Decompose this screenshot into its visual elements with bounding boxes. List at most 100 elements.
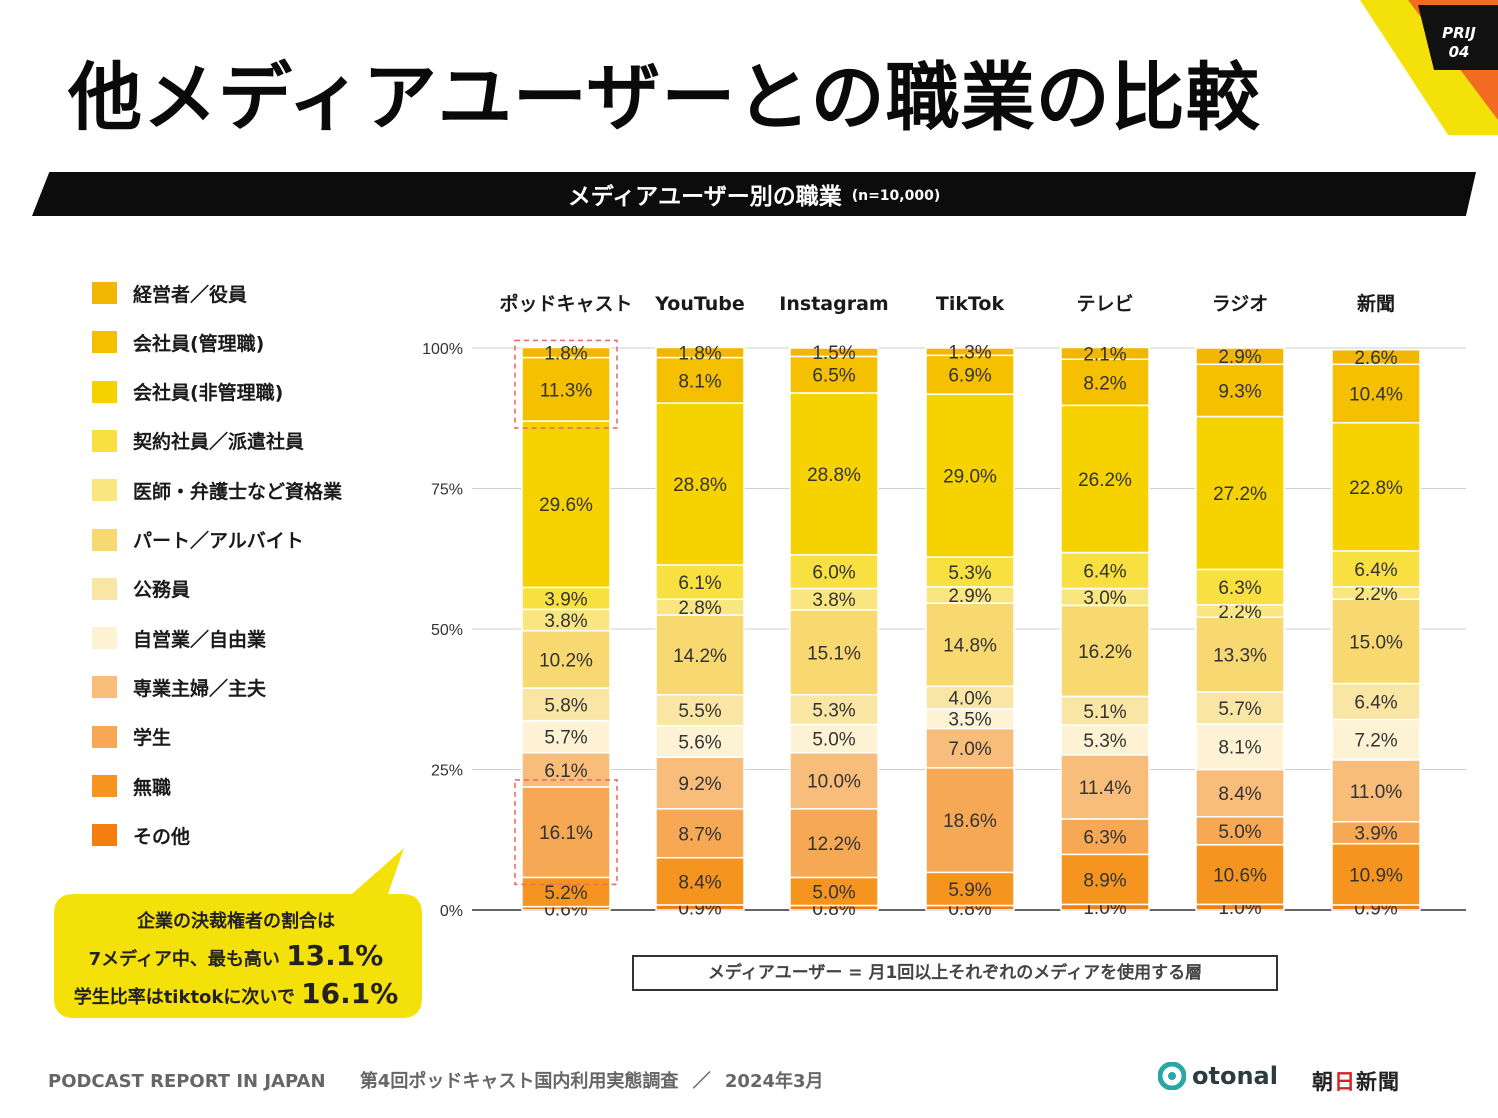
data-label: 8.4% xyxy=(1218,784,1261,805)
bar-segment xyxy=(521,346,611,359)
legend-item: 公務員 xyxy=(92,576,432,602)
data-label: 3.0% xyxy=(1083,588,1126,609)
data-label: 2.9% xyxy=(1218,347,1261,368)
legend-label: 医師・弁護士など資格業 xyxy=(133,480,343,503)
data-label: 14.2% xyxy=(673,646,727,667)
legend-item: 無職 xyxy=(92,773,432,799)
bar-segment xyxy=(1195,347,1285,366)
bar-segment xyxy=(789,347,879,358)
data-label: 6.4% xyxy=(1354,560,1397,581)
data-label: 5.5% xyxy=(678,701,721,722)
data-label: 22.8% xyxy=(1349,478,1403,499)
bar-segment xyxy=(1331,718,1421,761)
legend-label: 契約社員／派遣社員 xyxy=(133,431,305,454)
legend-swatch xyxy=(92,380,117,403)
data-label: 3.8% xyxy=(544,611,587,632)
callout-line-2: 7メディア中、最も高い 13.1% xyxy=(52,939,420,977)
data-label: 5.3% xyxy=(812,701,855,722)
bar-segment xyxy=(1331,598,1421,685)
bar-segment xyxy=(1331,550,1421,588)
data-label: 2.6% xyxy=(1354,348,1397,369)
bar-segment xyxy=(925,347,1015,357)
bar-segment xyxy=(1331,348,1421,366)
y-tick-label: 50% xyxy=(431,622,463,639)
data-label: 5.6% xyxy=(678,732,721,753)
data-label: 5.3% xyxy=(948,563,991,584)
data-label: 5.0% xyxy=(812,882,855,903)
data-label: 5.0% xyxy=(1218,822,1261,843)
data-label: 12.2% xyxy=(807,834,861,855)
data-label: 6.1% xyxy=(678,573,721,594)
bar-segment xyxy=(521,629,611,689)
data-label: 7.0% xyxy=(948,739,991,760)
data-label: 2.8% xyxy=(678,598,721,619)
legend-item: 学生 xyxy=(92,724,432,750)
data-label: 2.9% xyxy=(948,586,991,607)
data-label: 6.3% xyxy=(1083,828,1126,849)
data-label: 6.1% xyxy=(544,761,587,782)
legend-swatch xyxy=(92,577,117,600)
callout-text: 企業の決裁権者の割合は 7メディア中、最も高い 13.1% 学生比率はtikto… xyxy=(52,905,420,1015)
otonal-logo: otonal xyxy=(1158,1062,1278,1090)
data-label: 6.5% xyxy=(812,366,855,387)
bar-segment xyxy=(789,751,879,810)
data-label: 11.0% xyxy=(1350,782,1403,803)
bar-segment xyxy=(1060,551,1150,590)
bar-segment xyxy=(789,392,879,556)
data-label: 8.4% xyxy=(678,872,721,893)
legend-label: 無職 xyxy=(133,776,172,799)
bar-segment xyxy=(925,556,1015,588)
bar-segment xyxy=(789,355,879,394)
data-label: 29.0% xyxy=(943,467,997,488)
y-tick-label: 75% xyxy=(431,482,463,499)
data-label: 3.9% xyxy=(1354,824,1397,845)
bar-segment xyxy=(1195,844,1285,906)
bar-segment xyxy=(1331,682,1421,721)
category-label: 新聞 xyxy=(1357,292,1395,315)
data-label: 5.9% xyxy=(948,880,991,901)
asahi-logo: 朝日新聞 xyxy=(1312,1066,1400,1096)
data-label: 6.4% xyxy=(1354,692,1397,713)
category-label: Instagram xyxy=(779,293,888,315)
footer-source: PODCAST REPORT IN JAPAN 第4回ポッドキャスト国内利用実態… xyxy=(48,1067,824,1093)
data-label: 15.1% xyxy=(807,643,861,664)
bar-segment xyxy=(1060,695,1150,726)
footer-survey-name: 第4回ポッドキャスト国内利用実態調査 xyxy=(359,1071,679,1092)
data-label: 8.2% xyxy=(1083,373,1126,394)
data-label: 2.2% xyxy=(1218,602,1261,623)
footer-slash: ／ xyxy=(692,1071,711,1092)
category-label: ラジオ xyxy=(1212,293,1269,315)
banner-title: メディアユーザー別の職業 xyxy=(567,184,842,210)
bar-segment xyxy=(1060,818,1150,856)
category-label: YouTube xyxy=(654,293,744,315)
data-label: 5.7% xyxy=(544,728,587,749)
bar-segment xyxy=(925,767,1015,874)
data-label: 5.2% xyxy=(544,883,587,904)
legend-label: 公務員 xyxy=(133,579,191,602)
data-label: 3.5% xyxy=(948,710,991,731)
data-label: 28.8% xyxy=(673,475,727,496)
callout-line-1: 企業の決裁権者の割合は xyxy=(137,911,335,932)
asahi-logo-char-2: 日 xyxy=(1334,1070,1356,1094)
bar-segment xyxy=(1331,421,1421,552)
bar-segment xyxy=(1195,691,1285,725)
data-label: 13.3% xyxy=(1213,646,1267,667)
chart-title-banner: メディアユーザー別の職業 (n=10,000) xyxy=(32,172,1476,216)
bar-segment xyxy=(655,808,745,859)
bar-segment xyxy=(1195,723,1285,771)
corner-label: PRIJ 04 xyxy=(1428,24,1490,62)
bar-segment xyxy=(655,614,745,696)
legend-label: 自営業／自由業 xyxy=(133,628,267,651)
highlight-box xyxy=(514,779,618,886)
legend-label: その他 xyxy=(133,825,191,848)
bar-segment xyxy=(1331,363,1421,424)
bar-segment xyxy=(655,756,745,810)
data-label: 5.3% xyxy=(1083,731,1126,752)
data-label: 8.1% xyxy=(678,371,721,392)
data-label: 2.2% xyxy=(1354,584,1397,605)
category-label: テレビ xyxy=(1076,293,1133,315)
bar-segment xyxy=(1195,363,1285,418)
asahi-logo-char-3: 新聞 xyxy=(1356,1070,1400,1094)
bar-segment xyxy=(1195,568,1285,606)
legend-swatch xyxy=(92,627,117,650)
